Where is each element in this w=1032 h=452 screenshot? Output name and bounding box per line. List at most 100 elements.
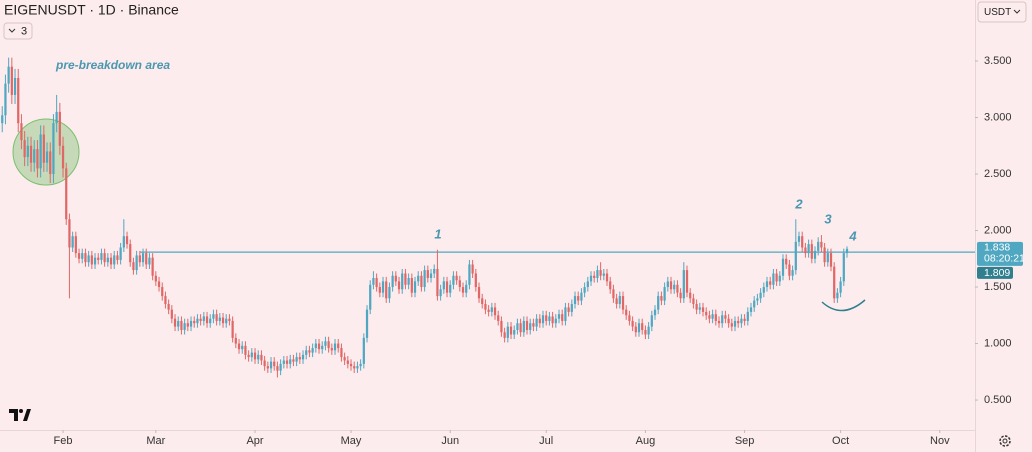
candle-body — [669, 281, 673, 290]
currency-button[interactable] — [977, 1, 1027, 23]
candle-body — [589, 275, 593, 282]
candle-body — [612, 289, 615, 299]
candle-body — [173, 318, 177, 327]
candle-body — [257, 354, 260, 360]
candle-body — [138, 255, 141, 263]
candle-body — [439, 289, 442, 297]
candle-body — [167, 303, 170, 310]
candle-body — [228, 318, 231, 321]
countdown-label: 08:20:21 — [984, 253, 1025, 265]
candle-body — [541, 315, 545, 324]
candle-body — [420, 275, 423, 288]
candle-body — [573, 296, 577, 304]
candle-body — [356, 366, 359, 369]
candle-body — [282, 360, 285, 364]
candle-body — [407, 278, 410, 285]
candle-body — [823, 247, 826, 263]
candle-body — [705, 311, 708, 316]
candle-body — [186, 323, 189, 327]
candle-body — [836, 292, 839, 299]
candle-body — [311, 348, 314, 353]
candle-body — [621, 296, 625, 310]
candle-body — [423, 270, 426, 288]
chevron-icon — [1013, 9, 1021, 14]
candle-body — [148, 257, 151, 265]
candle-body — [269, 361, 273, 369]
candle-body — [474, 273, 477, 288]
candle-body — [445, 281, 449, 293]
candle-body — [10, 66, 13, 95]
candle-body — [477, 287, 481, 299]
candle-body — [481, 298, 484, 304]
candle-body — [209, 318, 212, 324]
logo-part — [19, 409, 23, 413]
candle-body — [340, 348, 343, 358]
x-tick-label: Jun — [441, 435, 459, 447]
candle-body — [170, 309, 173, 319]
candle-body — [132, 262, 135, 271]
candle-body — [842, 253, 845, 282]
symbol-title: EIGENUSDT · 1D · Binance — [4, 2, 179, 18]
candle-body — [557, 314, 561, 319]
candle-body — [586, 281, 589, 288]
candle-body — [727, 318, 730, 324]
x-tick-label: Jul — [539, 435, 553, 447]
candle-body — [567, 307, 570, 312]
candle-body — [343, 357, 346, 361]
chevron-icon — [8, 28, 16, 33]
x-tick-label: Nov — [930, 435, 950, 447]
candle-body — [817, 241, 820, 251]
candle-body — [516, 323, 519, 330]
y-tick-label: 0.500 — [984, 394, 1012, 406]
candle-body — [637, 323, 641, 333]
candle-body — [561, 314, 564, 321]
candle-body — [353, 366, 356, 369]
candle-body — [746, 311, 749, 321]
candle-body — [653, 309, 657, 316]
candle-body — [593, 275, 596, 279]
candle-body — [500, 320, 503, 333]
candle-body — [605, 273, 609, 282]
candle-body — [740, 318, 743, 324]
candle-body — [394, 275, 397, 282]
x-tick-label: May — [341, 435, 362, 447]
candle-body — [324, 341, 327, 346]
candle-body — [532, 323, 535, 327]
candle-body — [314, 343, 317, 349]
candle-body — [602, 273, 605, 276]
candle-body — [689, 292, 692, 299]
candle-body — [644, 329, 647, 335]
candle-body — [628, 315, 631, 321]
candle-body — [657, 296, 660, 310]
candle-body — [263, 360, 266, 367]
candle-body — [538, 318, 541, 324]
candle-body — [673, 284, 676, 290]
candle-body — [759, 292, 762, 299]
candle-body — [199, 318, 202, 321]
candle-body — [193, 320, 196, 324]
candle-body — [183, 323, 186, 330]
candle-body — [820, 241, 823, 248]
candle-body — [778, 275, 781, 282]
candle-body — [625, 309, 628, 316]
indicators-toggle[interactable] — [3, 22, 33, 40]
currency-label: USDT — [984, 7, 1011, 18]
candle-body — [378, 287, 381, 293]
candle-body — [77, 253, 81, 259]
candle-body — [289, 359, 292, 364]
y-tick-label: 3.000 — [984, 111, 1012, 123]
candle-body — [301, 354, 305, 360]
candle-body — [775, 273, 778, 282]
candle-body — [695, 303, 698, 310]
candle-body — [221, 317, 225, 324]
candle-body — [663, 287, 666, 301]
candle-body — [129, 244, 132, 263]
candle-body — [93, 257, 97, 265]
candle-body — [596, 270, 599, 279]
candle-body — [615, 298, 618, 304]
candle-body — [33, 149, 36, 163]
settings-icon[interactable] — [999, 435, 1011, 447]
candle-body — [308, 350, 311, 353]
candle-body — [385, 281, 388, 299]
